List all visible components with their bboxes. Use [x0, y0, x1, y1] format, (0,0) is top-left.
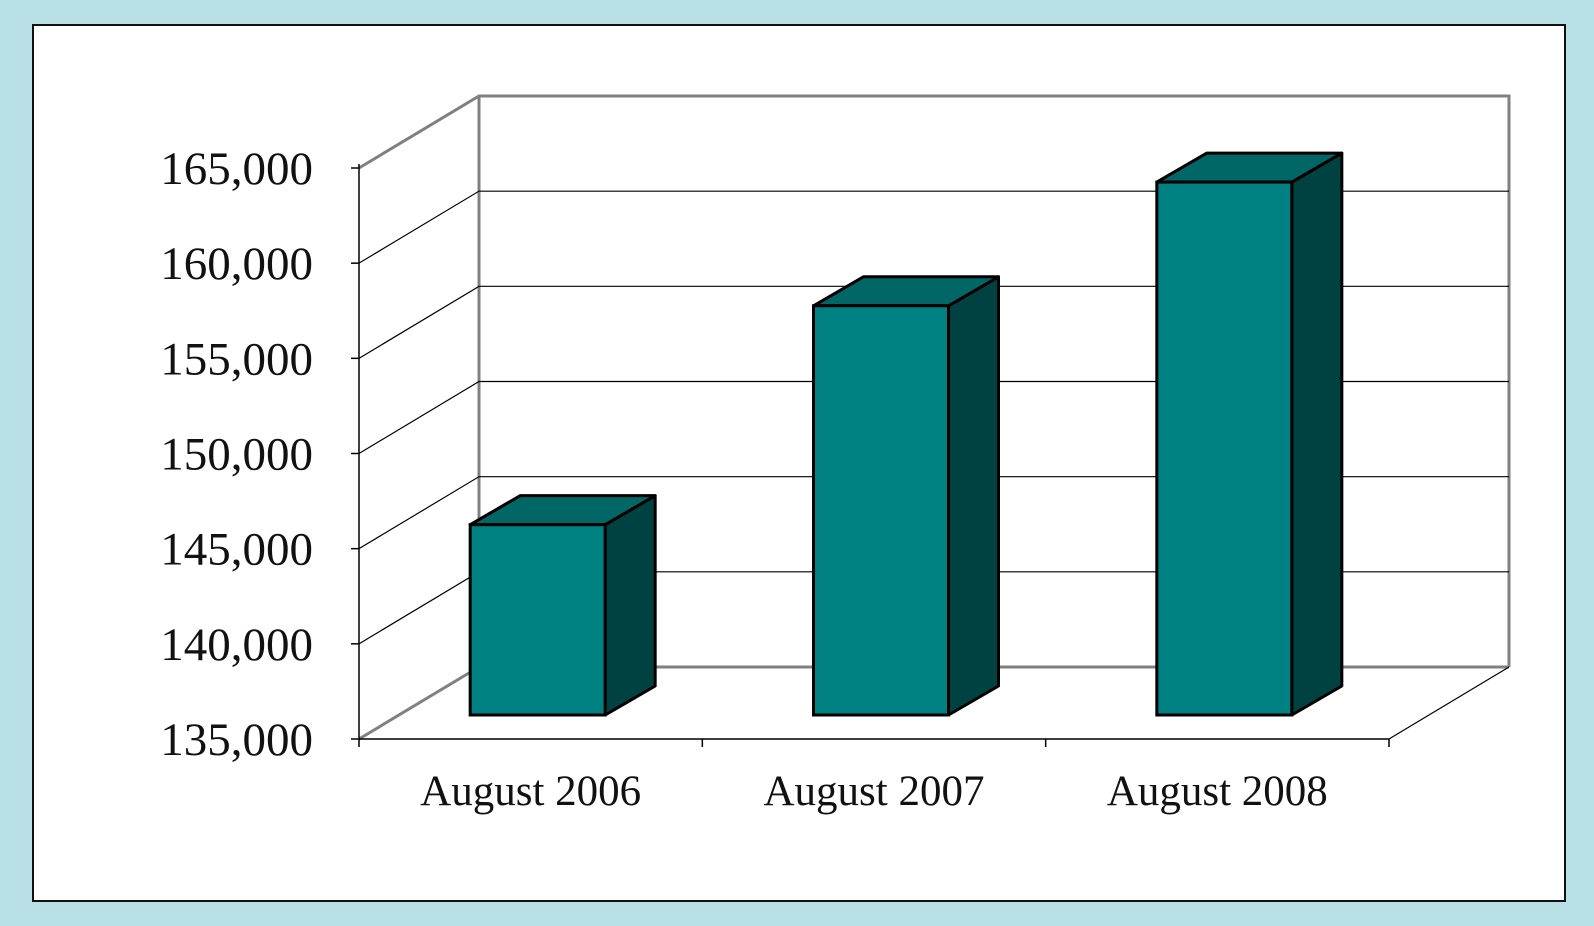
bar-side-face — [947, 275, 1000, 717]
floor-right-edge — [1388, 666, 1510, 740]
bar — [812, 275, 1000, 717]
y-tick-label: 150,000 — [160, 429, 313, 481]
y-axis-tick-labels: 135,000 140,000 145,000 150,000 155,000 160,0… — [160, 143, 313, 766]
bar-front-face — [1155, 180, 1294, 717]
bar-side-face — [603, 494, 657, 717]
y-tick-label: 145,000 — [160, 524, 313, 576]
x-tick-label: August 2006 — [420, 768, 641, 815]
bar — [1155, 151, 1344, 717]
y-tick-label: 165,000 — [160, 143, 313, 195]
y-tick-label: 155,000 — [160, 333, 313, 385]
y-tick-label: 140,000 — [160, 619, 313, 671]
bar-front-face — [812, 304, 950, 717]
x-tick-label: August 2008 — [1107, 768, 1328, 815]
y-tick-label: 135,000 — [160, 714, 313, 766]
x-tick-label: August 2007 — [764, 768, 985, 815]
axes — [351, 164, 1390, 747]
bars — [468, 151, 1344, 717]
bar-front-face — [468, 523, 607, 717]
y-tick-label: 160,000 — [160, 238, 313, 290]
x-axis-tick-labels: August 2006 August 2007 August 2008 — [420, 768, 1328, 815]
bar — [468, 494, 657, 717]
bar-side-face — [1290, 151, 1344, 717]
